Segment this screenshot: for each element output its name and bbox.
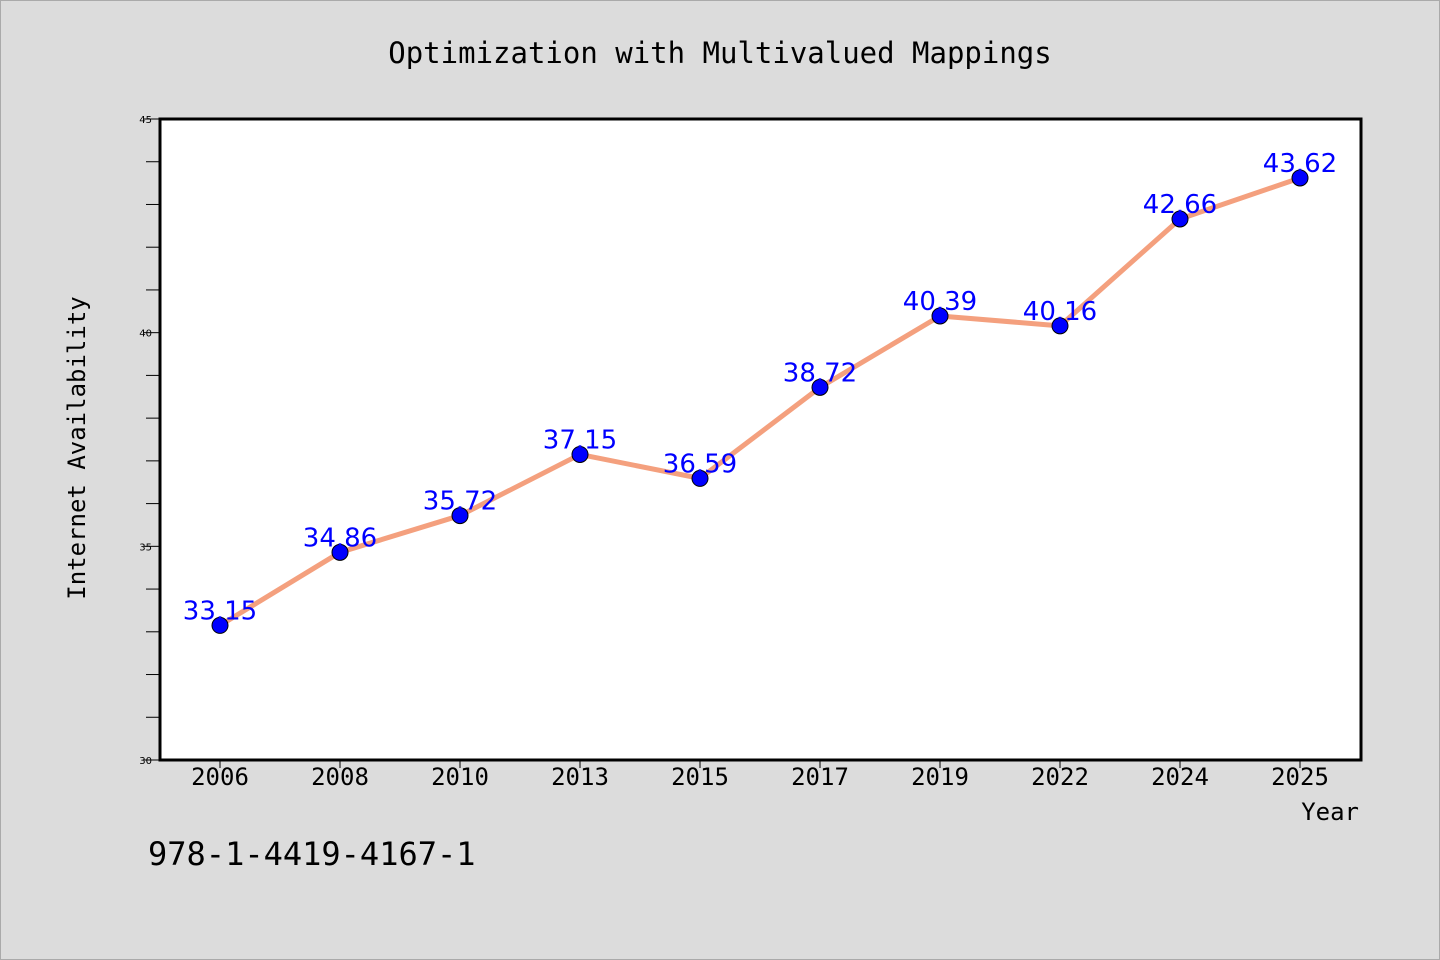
data-label: 38.72 <box>783 358 857 388</box>
data-labels: 33.15 34.86 35.72 37.15 36.59 38.72 40.39 40.16… <box>183 149 1337 626</box>
y-tick-label: 30 <box>139 756 152 767</box>
x-axis: 2006 2008 2010 2013 2015 2017 2019 2022 2024 2025 <box>191 760 1329 791</box>
data-label: 37.15 <box>543 425 617 455</box>
x-tick-label: 2017 <box>791 763 849 791</box>
data-point <box>331 543 349 561</box>
x-tick-label: 2022 <box>1031 763 1089 791</box>
x-tick-label: 2019 <box>911 763 969 791</box>
x-tick-label: 2015 <box>671 763 729 791</box>
data-point <box>451 507 469 525</box>
data-point <box>1171 210 1189 228</box>
y-tick-label: 45 <box>139 115 152 126</box>
x-tick-label: 2013 <box>551 763 609 791</box>
data-point <box>211 616 229 634</box>
data-label: 36.59 <box>663 449 737 479</box>
chart-title: Optimization with Multivalued Mappings <box>388 36 1051 70</box>
data-label: 33.15 <box>183 596 257 626</box>
plot-frame <box>158 117 1363 762</box>
plot-background <box>160 119 1361 760</box>
y-tick-label: 35 <box>139 542 152 553</box>
data-point <box>1291 169 1309 187</box>
x-tick-label: 2008 <box>311 763 369 791</box>
data-label: 35.72 <box>423 487 497 517</box>
data-label: 34.86 <box>303 523 377 553</box>
x-tick-label: 2024 <box>1151 763 1209 791</box>
data-point <box>931 307 949 325</box>
isbn-text: 978-1-4419-4167-1 <box>148 835 476 873</box>
data-point <box>811 378 829 396</box>
data-point <box>1051 317 1069 335</box>
x-tick-label: 2006 <box>191 763 249 791</box>
data-label: 40.16 <box>1023 297 1097 327</box>
data-label: 42.66 <box>1143 190 1217 220</box>
data-point <box>691 469 709 487</box>
x-tick-label: 2010 <box>431 763 489 791</box>
data-point <box>571 445 589 463</box>
x-tick-label: 2025 <box>1271 763 1329 791</box>
x-axis-label: Year <box>1301 798 1359 826</box>
y-tick-label: 40 <box>139 329 152 340</box>
series-line <box>217 175 1303 628</box>
plot-area <box>160 119 1361 760</box>
y-axis: 30 35 40 45 <box>139 115 160 767</box>
data-label: 40.39 <box>903 287 977 317</box>
series-layer <box>211 169 1309 634</box>
data-label: 43.62 <box>1263 149 1337 179</box>
y-axis-label: Internet Availability <box>63 296 91 599</box>
